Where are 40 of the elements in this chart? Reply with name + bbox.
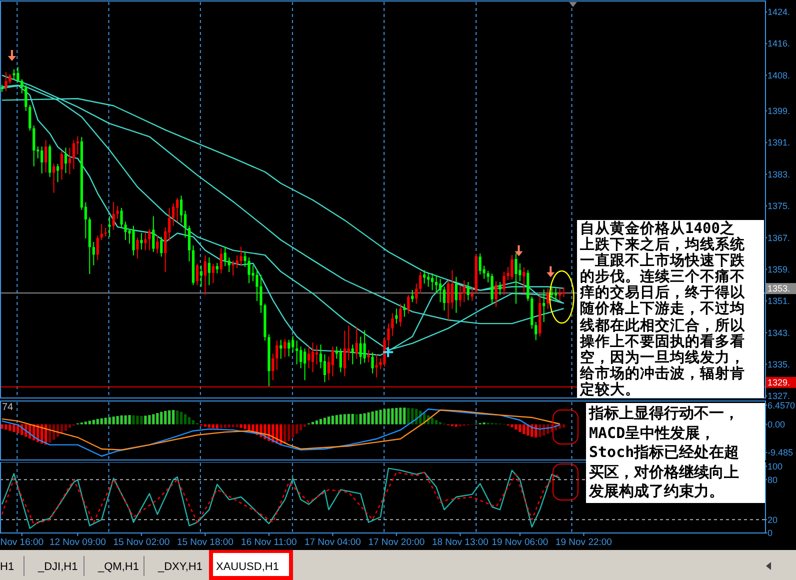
y-tick-label: 1327. <box>768 391 790 402</box>
y-tick-label: 20 <box>768 514 778 525</box>
y-tick-label: 1343. <box>768 328 790 338</box>
text: 自从黄金价格从1400之上跌下来之后，均线系统一直跟不上市场快速下跌的步伐。连续三个不痛不痒的交易日后，终于得以随价格上下游走，不过均线都在此相交汇合，所以操作上不要固执的看多看空，因为一旦均线发力，给市场的冲击波，辐射肯定较大。 <box>580 221 745 398</box>
ref-line-label: 1329. <box>768 378 790 388</box>
y-tick-label: 1399. <box>768 106 790 116</box>
y-tick-label: 1424. <box>768 7 790 18</box>
y-tick-label: 1335. <box>768 359 790 370</box>
text: _DJI,H1 <box>37 561 78 573</box>
y-tick-label: 1383. <box>768 169 790 180</box>
y-tick-label: 0.00 <box>768 419 786 430</box>
x-tick-label: 18 Nov 13:00 <box>432 537 488 548</box>
y-tick-label: 1408. <box>768 70 790 80</box>
x-tick-label: 15 Nov 18:00 <box>176 537 234 548</box>
x-tick-label: Nov 16:00 <box>0 537 44 548</box>
text: _DXY,H1 <box>157 561 202 573</box>
y-tick-label: 1367. <box>768 232 790 243</box>
text: H1 <box>0 561 14 573</box>
y-tick-label: 0 <box>768 528 773 538</box>
y-tick-label: -9.485 <box>768 448 794 458</box>
annotation: 指标上显得行动不一，MACD呈中性发展，Stoch指标已经处在超买区，对价格继续向上发展构成了约束力。 <box>586 403 765 503</box>
y-tick-label: 100 <box>768 461 783 472</box>
y-tick-label: 1359. <box>768 264 790 274</box>
x-tick-label: 15 Nov 02:00 <box>113 537 170 548</box>
y-tick-label: 1391. <box>768 138 790 148</box>
x-tick-label: 12 Nov 09:00 <box>49 537 106 548</box>
y-tick-label: 6.4570 <box>768 400 796 410</box>
x-tick-label: 19 Nov 06:00 <box>492 537 548 548</box>
x-tick-label: 17 Nov 04:00 <box>304 537 361 548</box>
text: XAUUSD,H1 <box>216 561 279 573</box>
y-tick-label: 1416. <box>768 38 790 49</box>
y-tick-label: 80 <box>768 474 778 485</box>
y-tick-label: 1351. <box>768 296 790 306</box>
ref-line-label: 1353. <box>768 284 790 294</box>
annotation: 74 <box>2 402 14 413</box>
x-tick-label: 16 Nov 11:00 <box>241 537 297 548</box>
text: _QM,H1 <box>97 561 139 573</box>
y-tick-label: 1375. <box>768 201 790 212</box>
x-tick-label: 19 Nov 22:00 <box>555 537 612 548</box>
x-tick-label: 17 Nov 20:00 <box>368 537 425 548</box>
